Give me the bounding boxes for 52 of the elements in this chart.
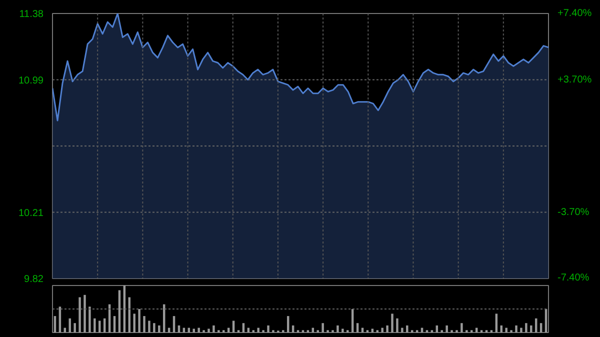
bar [336,325,339,332]
bar [460,323,463,332]
y2-tick-label: -3.70% [558,206,590,218]
bar [267,325,270,332]
bar [192,328,195,332]
bar [515,325,518,332]
bar [540,323,542,332]
bar [386,325,388,332]
bar [322,323,324,332]
bar [208,328,210,332]
bar [212,325,215,332]
bar [371,328,374,332]
bar [396,318,398,332]
y-tick-label: 10.99 [18,75,44,86]
bar [148,320,150,332]
bar [113,316,116,332]
bar [94,318,96,332]
bar [84,294,86,332]
bar [138,309,140,332]
bar [446,325,448,332]
bar [68,318,71,332]
bar [286,316,290,332]
y2-tick-label: +3.70% [558,74,592,86]
bar [54,316,56,332]
y-tick-label: 11.38 [19,9,44,20]
bar [391,314,394,332]
bar [406,325,408,332]
bar [153,323,156,332]
bar [242,323,245,332]
bar [381,328,384,332]
bar [143,316,146,332]
bar [158,325,160,332]
bar [530,325,532,332]
bar [198,328,200,332]
bar [74,323,76,332]
bar [356,323,359,332]
bar [88,306,91,332]
y-tick-label: 10.21 [18,208,44,219]
bar [401,328,404,332]
y-tick-label: 9.82 [24,274,44,285]
bar [342,328,344,332]
y2-tick-label: -7.40% [558,272,590,284]
bar [495,314,498,332]
bar [520,328,522,332]
bar [118,290,121,332]
bar [133,314,136,332]
bar [505,328,508,332]
bar [78,297,81,332]
bar [172,316,176,332]
y2-tick-label: +7.40% [558,8,592,19]
bar [525,323,528,332]
bar [257,328,260,332]
